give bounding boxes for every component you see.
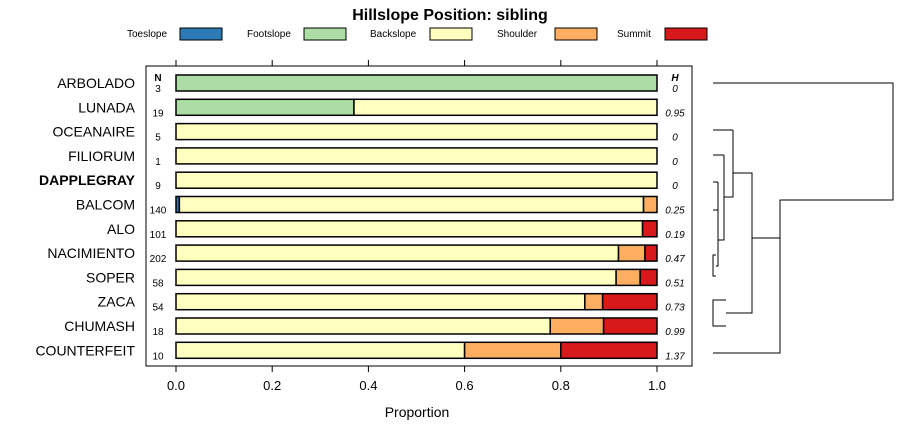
dendrogram-branch xyxy=(716,210,719,267)
bar-segment xyxy=(353,98,658,117)
row-h-value: 0.51 xyxy=(665,278,684,289)
bar-segment xyxy=(642,195,658,214)
bar-segment xyxy=(617,244,646,262)
bar-segment xyxy=(175,341,466,360)
x-tick-label: 0.2 xyxy=(263,378,281,393)
row-h-value: 0 xyxy=(672,157,678,168)
row-label: COUNTERFEIT xyxy=(35,342,135,358)
bar-segment xyxy=(584,292,604,311)
dendrogram-branch xyxy=(713,82,894,296)
x-tick-label: 0.4 xyxy=(359,378,377,393)
plot-frame xyxy=(145,65,693,367)
legend-label: Toeslope xyxy=(127,29,167,40)
row-h-value: 0.73 xyxy=(665,303,685,314)
x-axis-title: Proportion xyxy=(385,404,450,420)
x-tick-label: 0.8 xyxy=(552,378,570,393)
x-tick-label: 0.0 xyxy=(167,378,185,393)
dendrogram-branch xyxy=(713,182,719,211)
row-n-value: 5 xyxy=(155,133,161,144)
legend-swatch xyxy=(429,27,473,41)
dendrogram-branch xyxy=(718,155,725,241)
row-label: OCEANAIRE xyxy=(53,124,135,140)
row-n-value: 18 xyxy=(152,327,164,338)
row-n-value: 19 xyxy=(152,108,164,119)
row-h-value: 0.99 xyxy=(665,327,685,338)
legend-swatch xyxy=(554,27,598,41)
legend-label: Summit xyxy=(617,29,651,40)
bar-segment xyxy=(601,292,658,311)
bar-segment xyxy=(641,220,658,238)
bar-segment xyxy=(602,317,658,335)
dendrogram-branch xyxy=(732,150,753,238)
row-label: ALO xyxy=(107,221,135,237)
bar-segment xyxy=(175,268,617,287)
bar-segment xyxy=(463,341,562,360)
row-label: ARBOLADO xyxy=(57,75,135,91)
row-label: CHUMASH xyxy=(64,318,135,334)
x-tick-label: 0.6 xyxy=(456,378,474,393)
row-h-value: 0 xyxy=(672,181,678,192)
row-n-value: 1 xyxy=(155,157,161,168)
row-n-value: 54 xyxy=(152,303,164,314)
dendrogram xyxy=(712,82,894,354)
x-tick-label: 1.0 xyxy=(648,378,666,393)
legend-swatch xyxy=(303,27,347,41)
dendrogram-branch xyxy=(712,254,716,277)
bar-segment xyxy=(549,317,605,335)
bar-segment xyxy=(644,244,658,262)
legend-swatch xyxy=(664,27,708,41)
row-n-value: 9 xyxy=(155,181,161,192)
bar-segment xyxy=(175,244,620,262)
row-label: NACIMIENTO xyxy=(47,245,135,261)
n-column-header: N xyxy=(154,73,161,84)
row-n-value: 101 xyxy=(150,230,167,241)
bar-segment xyxy=(178,195,645,214)
row-n-value: 10 xyxy=(152,351,164,362)
row-label: BALCOM xyxy=(76,197,135,213)
row-label: LUNADA xyxy=(78,99,135,115)
dendrogram-branch xyxy=(724,130,734,198)
bar-segment xyxy=(615,268,641,287)
bar-segment xyxy=(560,341,658,360)
x-axis: 0.0 0.2 0.4 0.6 0.8 1.0 xyxy=(167,60,666,393)
bar-segment xyxy=(175,122,658,141)
dendrogram-branch xyxy=(713,237,781,354)
row-h-value: 0 xyxy=(672,84,678,95)
bar-segment xyxy=(175,147,658,165)
row-label: ZACA xyxy=(98,294,136,310)
row-n-value: 3 xyxy=(155,84,161,95)
row-h-value: 0.19 xyxy=(665,230,685,241)
legend-swatch xyxy=(179,27,223,41)
row-h-value: 0.25 xyxy=(665,206,685,217)
bar-segment xyxy=(175,98,355,117)
chart-title: Hillslope Position: sibling xyxy=(352,7,548,24)
legend-label: Shoulder xyxy=(497,29,538,40)
bar-segment xyxy=(639,268,658,287)
bar-segment xyxy=(175,292,586,311)
row-h-value: 1.37 xyxy=(665,351,685,362)
row-label: FILIORUM xyxy=(68,148,135,164)
row-h-value: 0.95 xyxy=(665,108,685,119)
legend-label: Footslope xyxy=(247,29,291,40)
bar-segment xyxy=(175,220,644,238)
row-h-value: 0.47 xyxy=(665,254,685,265)
row-n-value: 58 xyxy=(152,278,164,289)
bar-segment xyxy=(175,74,658,92)
legend-label: Backslope xyxy=(370,29,417,40)
row-label: DAPPLEGRAY xyxy=(39,172,136,188)
legend: Toeslope Footslope Backslope Shoulder Summit xyxy=(127,27,708,41)
dendrogram-branch xyxy=(726,238,753,314)
bar-segment xyxy=(175,171,658,189)
h-column-header: H xyxy=(671,73,679,84)
row-h-value: 0 xyxy=(672,133,678,144)
dendrogram-branch xyxy=(712,299,726,327)
bar-segment xyxy=(175,317,551,335)
row-label: SOPER xyxy=(86,269,135,285)
row-n-value: 140 xyxy=(150,206,167,217)
row-n-value: 202 xyxy=(150,254,167,265)
